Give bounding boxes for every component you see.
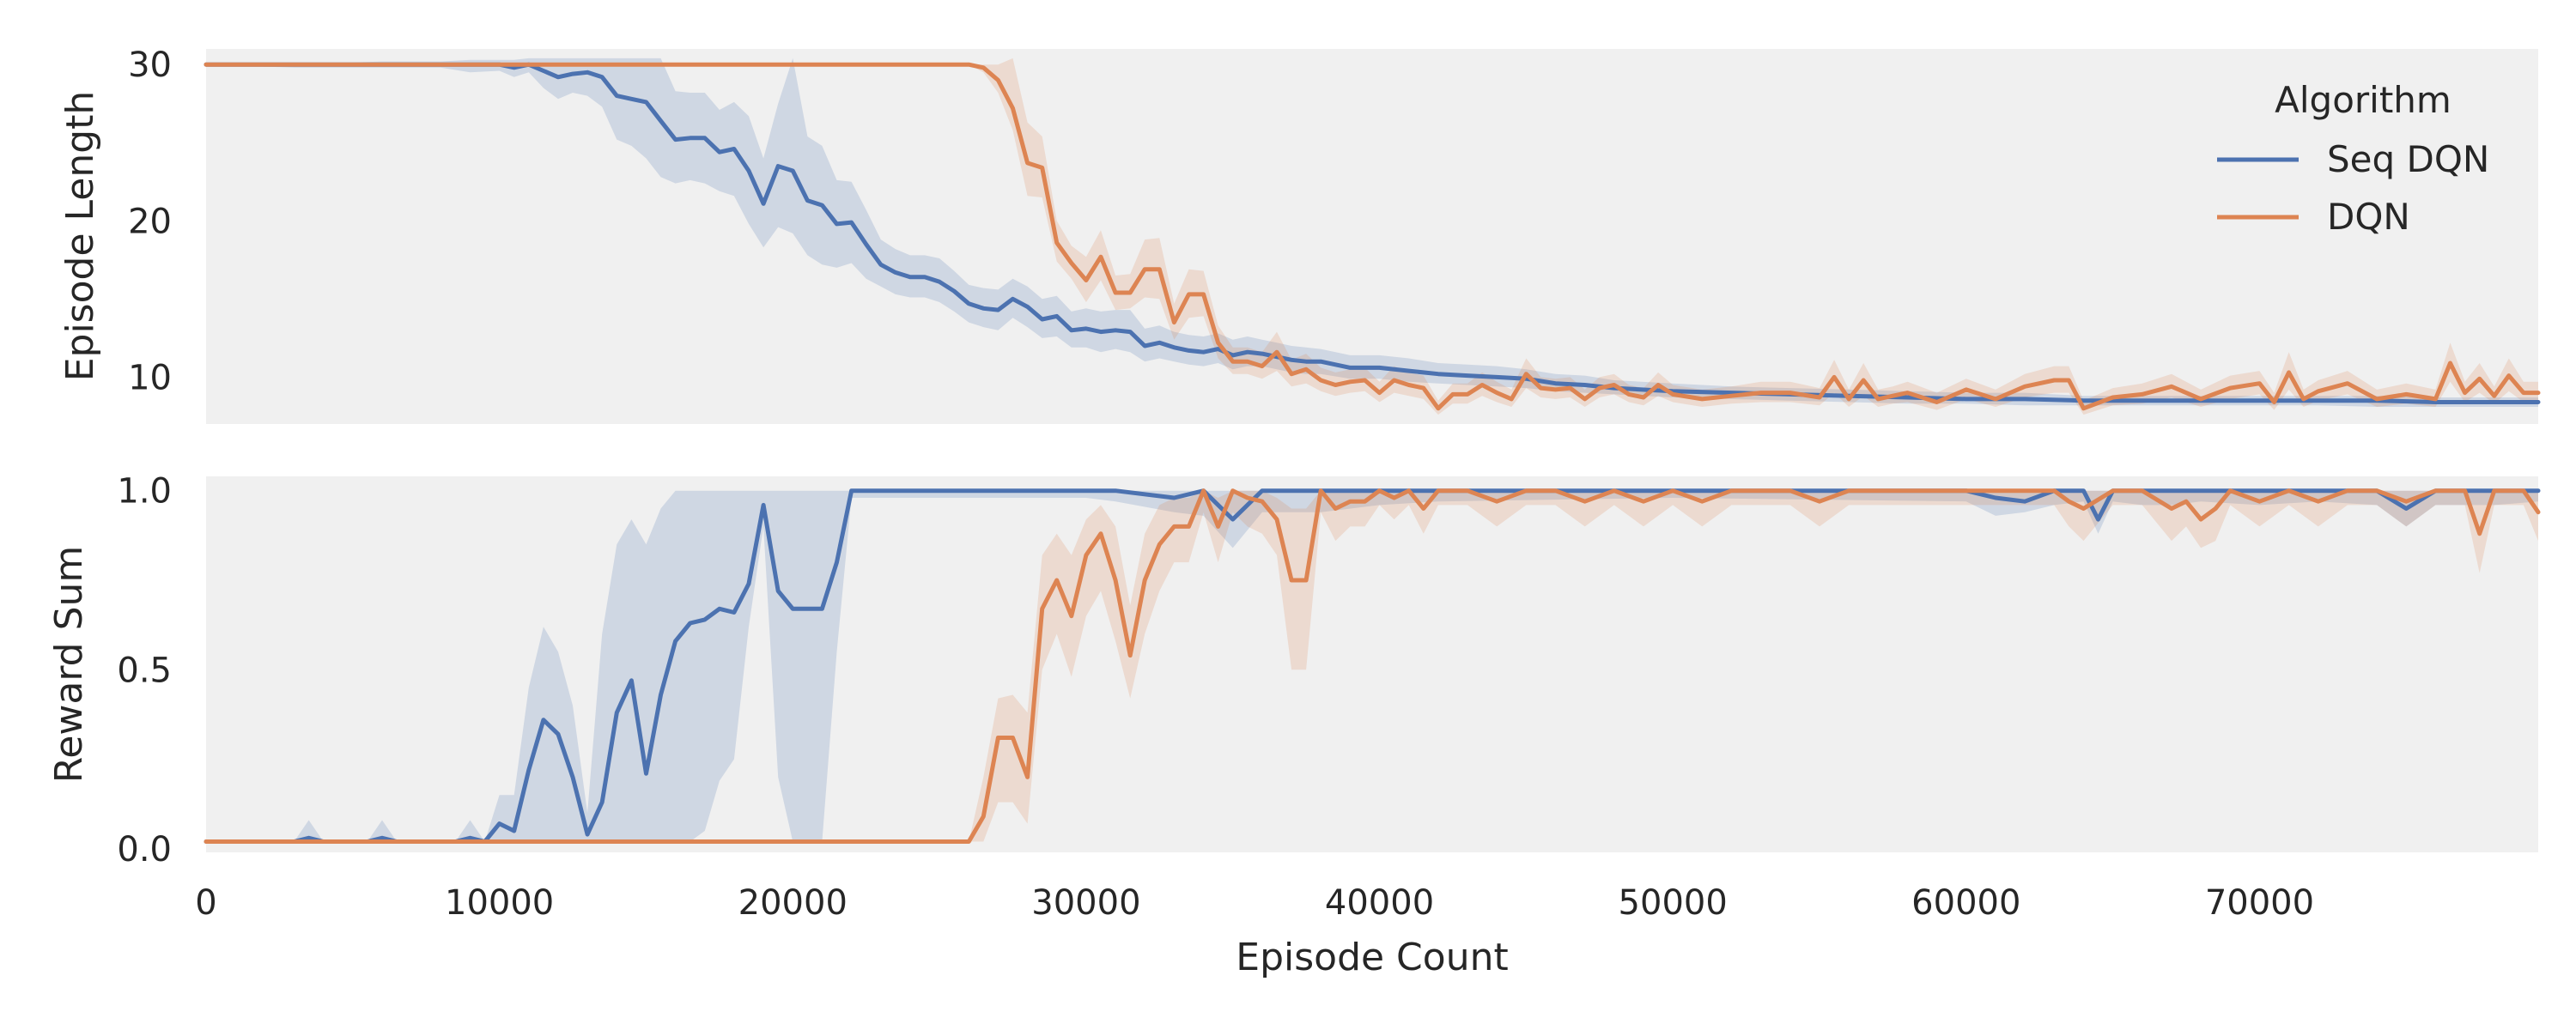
reward-sum-seq-dqn-ci-band [206,490,2538,842]
episode-length-lines [204,62,2541,411]
x-tick-label: 20000 [738,883,848,923]
reward-sum-dqn-line [204,488,2541,844]
episode-length-seq-dqn-line [204,62,2541,404]
x-tick-label: 60000 [1911,883,2020,923]
reward-sum-y-axis-label: Reward Sum [47,546,91,784]
episode-length-y-ticks: 10 20 30 [128,45,172,397]
reward-sum-seq-dqn-line [204,488,2541,844]
reward-sum-y-ticks: 0.0 0.5 1.0 [117,472,172,869]
episode-length-y-axis-label: Episode Length [58,91,102,382]
episode-length-seq-dqn-ci-band [206,58,2538,408]
legend-label-seq-dqn: Seq DQN [2327,138,2489,180]
episode-length-dqn-line [204,62,2541,411]
legend: Algorithm Seq DQN DQN [2217,79,2489,238]
reward-sum-y-tick-label: 0.5 [117,651,172,690]
episode-length-y-tick-label: 10 [128,358,172,397]
legend-label-dqn: DQN [2327,196,2410,238]
x-tick-label: 0 [195,883,216,923]
legend-title: Algorithm [2275,79,2451,121]
reward-sum-y-tick-label: 1.0 [117,472,172,512]
reward-sum-y-tick-label: 0.0 [117,830,172,869]
reward-sum-plot-background [206,476,2538,852]
x-axis-ticks: 0 10000 20000 30000 40000 50000 60000 70000 [195,883,2314,923]
episode-length-plot-background [206,49,2538,424]
episode-length-y-tick-label: 30 [128,45,172,85]
episode-length-panel: 10 20 30 Episode Length [58,45,2541,424]
x-axis-label: Episode Count [1236,936,1508,979]
x-tick-label: 10000 [445,883,554,923]
reward-sum-ci-bands [206,490,2538,842]
x-tick-label: 50000 [1619,883,1728,923]
x-tick-label: 70000 [2205,883,2314,923]
x-tick-label: 40000 [1325,883,1434,923]
episode-length-ci-bands [206,58,2538,415]
reward-sum-panel: 0.0 0.5 1.0 Reward Sum [47,472,2541,869]
episode-length-y-tick-label: 20 [128,202,172,241]
x-tick-label: 30000 [1031,883,1140,923]
reward-sum-lines [204,488,2541,844]
